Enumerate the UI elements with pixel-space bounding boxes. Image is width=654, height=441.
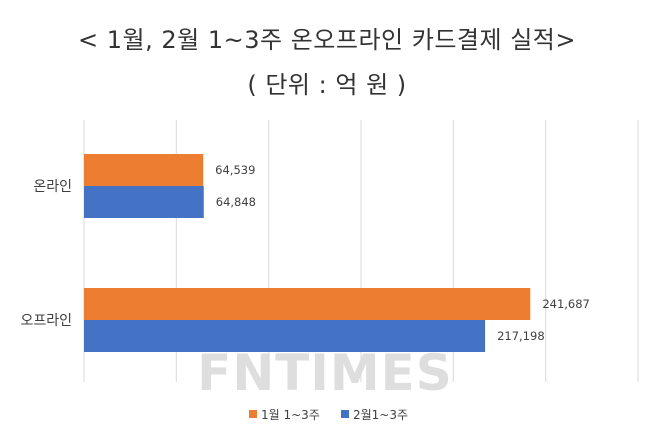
chart-subtitle: ( 단위 : 억 원 ) <box>247 71 407 99</box>
legend-swatch <box>341 410 349 418</box>
data-label: 64,848 <box>216 195 256 209</box>
bar <box>84 154 204 186</box>
legend-label: 2월1~3주 <box>353 408 408 422</box>
bars <box>84 154 531 352</box>
legend-swatch <box>249 410 257 418</box>
labels: 온라인 64,539 64,848 오프라인 241,687 217,198 <box>20 163 589 343</box>
legend-label: 1월 1~3주 <box>261 408 320 422</box>
category-label: 오프라인 <box>20 313 72 329</box>
data-label: 217,198 <box>497 329 545 343</box>
watermark-logo: FNTIMES <box>197 344 453 402</box>
category-label: 온라인 <box>33 179 72 195</box>
bar <box>84 320 486 352</box>
data-label: 241,687 <box>542 297 590 311</box>
data-label: 64,539 <box>215 163 255 177</box>
legend: 1월 1~3주 2월1~3주 <box>249 408 408 422</box>
bar <box>84 288 531 320</box>
chart-title: < 1월, 2월 1~3주 온오프라인 카드결제 실적> <box>78 26 576 54</box>
bar <box>84 186 204 218</box>
